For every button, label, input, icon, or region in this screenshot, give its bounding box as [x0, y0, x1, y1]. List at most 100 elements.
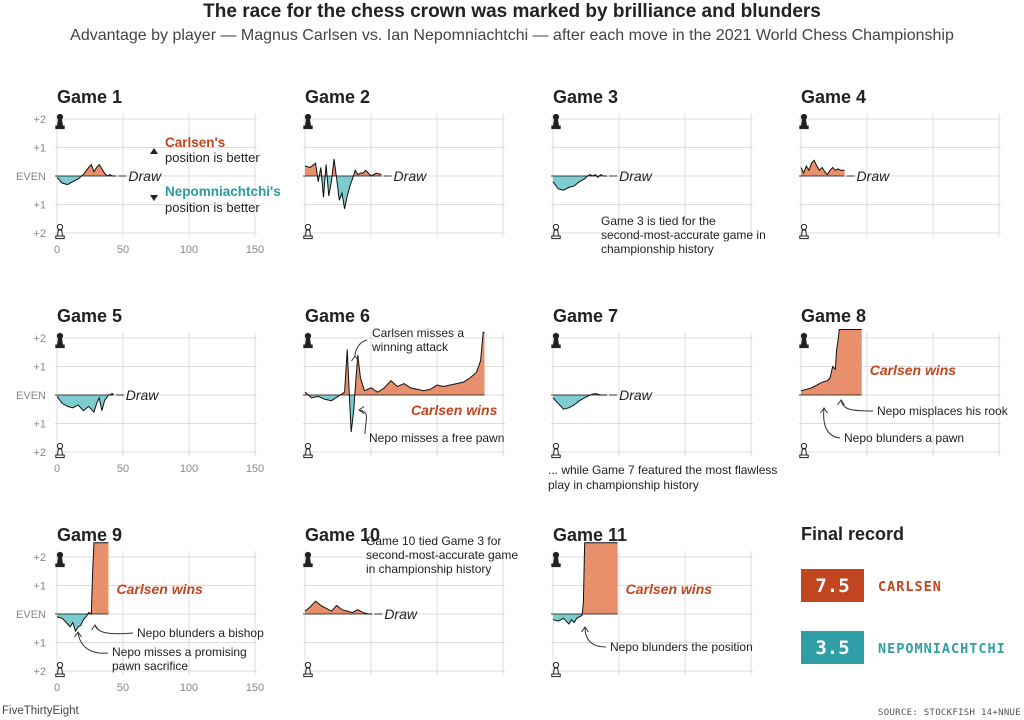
- annotation-arrow: [840, 399, 874, 412]
- result-label: Draw: [394, 168, 428, 184]
- game-panel: Game 1 +2 +1 EVEN +1 +2 0 50 100 150 Draw: [16, 87, 264, 256]
- white-pawn-icon: [303, 661, 313, 678]
- white-pawn-icon: [303, 223, 313, 240]
- white-pawn-icon: [799, 442, 809, 459]
- carlsen-advantage-area: [305, 332, 485, 395]
- result-label: Draw: [384, 606, 418, 622]
- game-panel: Game 8 Carlsen wins Nepo misplaces his roo…: [799, 306, 1009, 459]
- game-panel: Game 11 Carlsen wins Nepo blunders the pos…: [551, 525, 753, 678]
- annotation-arrow: [823, 407, 841, 439]
- result-label: Draw: [857, 168, 891, 184]
- white-pawn-icon: [55, 442, 65, 459]
- nepo-advantage-area: [57, 176, 117, 185]
- game-title: Game 11: [553, 525, 627, 545]
- legend-carlsen-name: Carlsen's: [165, 135, 225, 150]
- annotation-text: ... while Game 7 featured the most flawl…: [548, 463, 777, 492]
- annotation-text: Nepo blunders a bishop: [137, 626, 264, 640]
- y-tick-label: +1: [33, 143, 46, 155]
- black-pawn-icon: [303, 332, 313, 349]
- game-title: Game 1: [57, 87, 122, 107]
- final-record: Final record 7.5 CARLSEN 3.5 NEPOMNIACHTCHI: [801, 524, 1006, 664]
- x-tick-label: 150: [246, 244, 264, 256]
- player-name: NEPOMNIACHTCHI: [878, 641, 1006, 657]
- eval-line: [552, 393, 608, 410]
- x-tick-label: 0: [54, 244, 60, 256]
- score-value: 7.5: [815, 575, 849, 597]
- x-tick-label: 50: [117, 463, 129, 475]
- carlsen-advantage-area: [553, 542, 618, 614]
- nepo-advantage-area: [553, 614, 618, 624]
- carlsen-advantage-area: [57, 542, 109, 614]
- triangle-down-icon: [150, 195, 158, 201]
- y-tick-label: +2: [33, 666, 46, 678]
- final-record-title: Final record: [801, 524, 904, 544]
- game-panel: Game 6 Carlsen wins Carlsen misses a winnin…: [303, 306, 505, 459]
- y-tick-label: +1: [33, 419, 46, 431]
- eval-line: [552, 542, 618, 625]
- score-box: [801, 631, 864, 664]
- annotation-text: Nepo misplaces his rook: [877, 404, 1009, 418]
- white-pawn-icon: [55, 223, 65, 240]
- y-tick-label: +2: [33, 447, 46, 459]
- footer-source: SOURCE: STOCKFISH 14+NNUE: [878, 708, 1021, 718]
- result-label: Draw: [126, 387, 160, 403]
- x-tick-label: 100: [180, 244, 198, 256]
- black-pawn-icon: [799, 332, 809, 349]
- game-title: Game 8: [801, 306, 866, 326]
- score-value: 3.5: [815, 637, 849, 659]
- y-tick-label: +2: [33, 114, 46, 126]
- y-tick-label: +2: [33, 228, 46, 240]
- nepo-advantage-area: [553, 176, 608, 191]
- x-tick-label: 150: [246, 463, 264, 475]
- result-label: Draw: [128, 168, 162, 184]
- game-panel: Game 9 +2 +1 EVEN +1 +2 0 50 100 150 Carlsen wins N…: [16, 525, 264, 694]
- eval-line: [304, 331, 485, 433]
- game-panel: Game 10 Draw Game 10 tied Game 3 for second…: [303, 525, 518, 678]
- white-pawn-icon: [551, 442, 561, 459]
- game-panel: Game 5 +2 +1 EVEN +1 +2 0 50 100 150 Draw: [16, 306, 264, 475]
- score-box: [801, 569, 864, 602]
- eval-line: [56, 392, 115, 414]
- black-pawn-icon: [551, 551, 561, 568]
- game-title: Game 5: [57, 306, 122, 326]
- game-title: Game 2: [305, 87, 370, 107]
- annotation-arrow: [94, 624, 134, 635]
- chart-subtitle: Advantage by player — Magnus Carlsen vs.…: [70, 27, 954, 44]
- game-title: Game 7: [553, 306, 618, 326]
- black-pawn-icon: [55, 113, 65, 130]
- annotation-text: Nepo blunders a pawn: [844, 431, 964, 445]
- white-pawn-icon: [55, 661, 65, 678]
- y-tick-label: EVEN: [16, 171, 46, 183]
- result-label: Carlsen wins: [411, 402, 498, 418]
- legend-carlsen-text: position is better: [165, 150, 260, 165]
- result-label: Carlsen wins: [116, 581, 203, 597]
- black-pawn-icon: [55, 332, 65, 349]
- footer-brand: FiveThirtyEight: [2, 705, 79, 717]
- game-panel: Game 7 Draw ... while Game 7 featured the …: [548, 306, 777, 492]
- white-pawn-icon: [799, 223, 809, 240]
- carlsen-advantage-area: [801, 160, 845, 176]
- annotation-arrow: [354, 339, 368, 357]
- black-pawn-icon: [55, 551, 65, 568]
- eval-line: [800, 159, 845, 176]
- black-pawn-icon: [799, 113, 809, 130]
- result-label: Carlsen wins: [626, 581, 713, 597]
- result-label: Draw: [619, 387, 653, 403]
- result-label: Carlsen wins: [870, 362, 957, 378]
- x-tick-label: 100: [180, 463, 198, 475]
- black-pawn-icon: [551, 113, 561, 130]
- game-title: Game 6: [305, 306, 370, 326]
- eval-line: [304, 600, 373, 615]
- chart-title: The race for the chess crown was marked …: [203, 1, 821, 22]
- annotation-text: Nepo misses a free pawn: [369, 431, 504, 445]
- y-tick-label: EVEN: [16, 390, 46, 402]
- y-tick-label: +1: [33, 200, 46, 212]
- annotation-arrow: [584, 626, 607, 648]
- x-tick-label: 0: [54, 463, 60, 475]
- legend-nepo-text: position is better: [165, 200, 260, 215]
- game-title: Game 9: [57, 525, 122, 545]
- annotation-text: Nepo blunders the position: [610, 640, 753, 654]
- carlsen-advantage-area: [801, 329, 862, 395]
- annotation-text: Carlsen misses a winning attack: [371, 326, 464, 354]
